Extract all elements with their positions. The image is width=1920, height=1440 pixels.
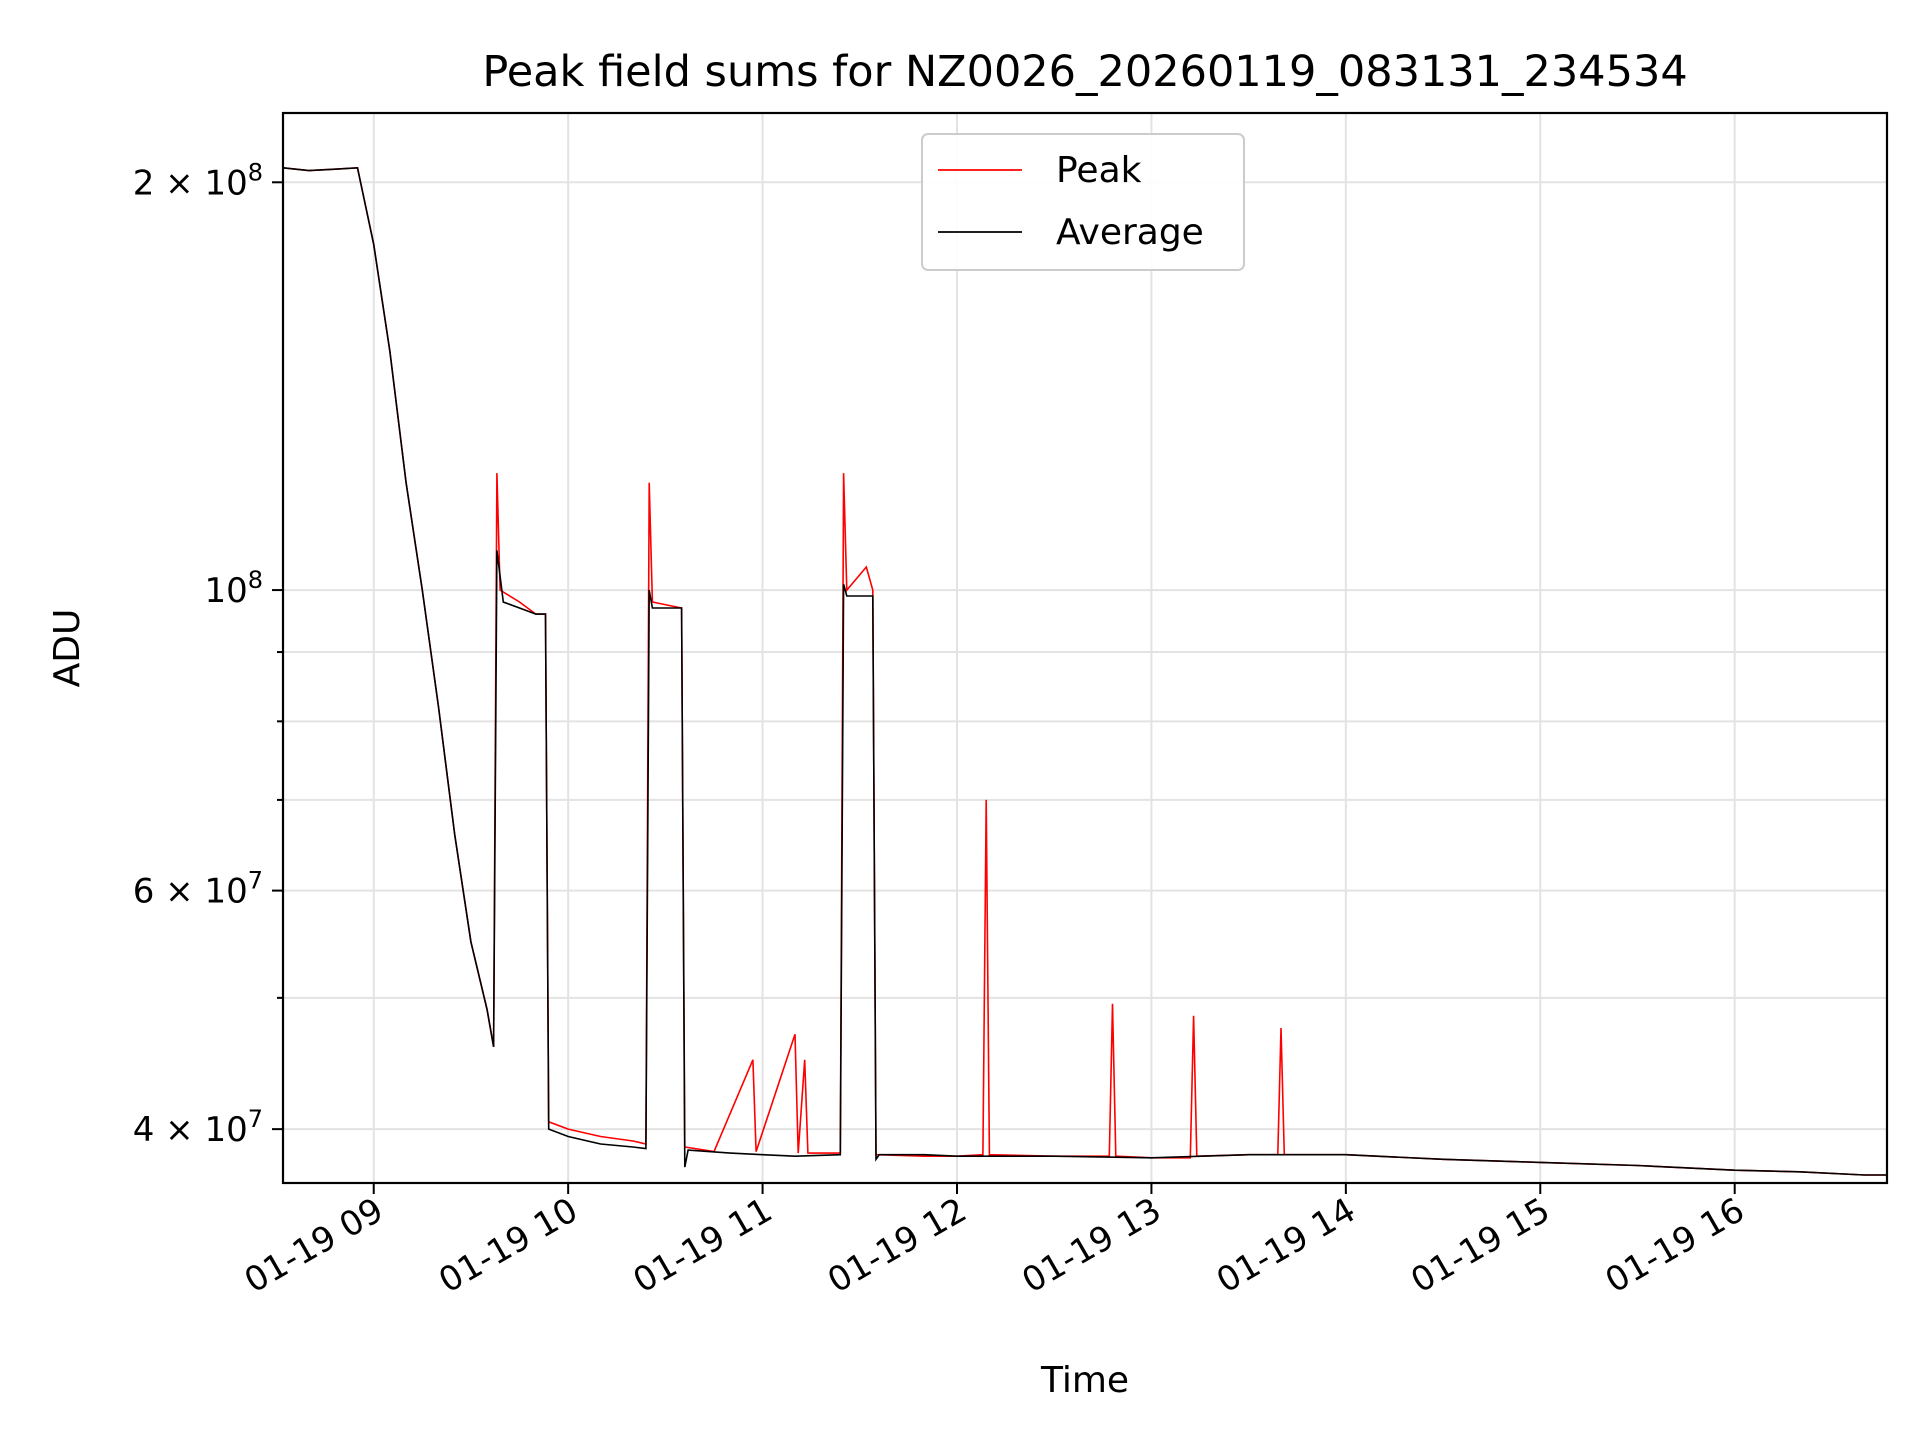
y-tick-label: 6 × 107 (133, 867, 263, 912)
x-tick-label: 01-19 10 (432, 1190, 584, 1301)
legend: Peak Average (921, 133, 1245, 271)
series-average-line (282, 166, 1888, 1176)
legend-label-average: Average (1056, 212, 1204, 253)
x-tick-label: 01-19 12 (821, 1190, 973, 1301)
legend-label-peak: Peak (1056, 150, 1142, 191)
series-layer (282, 166, 1888, 1176)
x-tick-label: 01-19 11 (627, 1190, 779, 1301)
series-peak-line (282, 166, 1888, 1176)
x-tick-label: 01-19 09 (238, 1190, 390, 1301)
y-tick-label: 2 × 108 (133, 158, 263, 203)
x-tick-label: 01-19 16 (1599, 1190, 1751, 1301)
grid (283, 113, 1887, 1183)
chart-title: Peak field sums for NZ0026_20260119_0831… (482, 47, 1687, 97)
x-tick-label: 01-19 14 (1210, 1190, 1362, 1301)
x-tick-label: 01-19 15 (1404, 1190, 1556, 1301)
y-tick-label: 108 (204, 566, 263, 611)
y-tick-label: 4 × 107 (133, 1105, 263, 1150)
x-axis-label: Time (1040, 1360, 1129, 1401)
legend-box (921, 133, 1245, 271)
plot-frame (281, 111, 1889, 1185)
x-tick-label: 01-19 13 (1016, 1190, 1168, 1301)
y-axis-label: ADU (47, 609, 88, 688)
